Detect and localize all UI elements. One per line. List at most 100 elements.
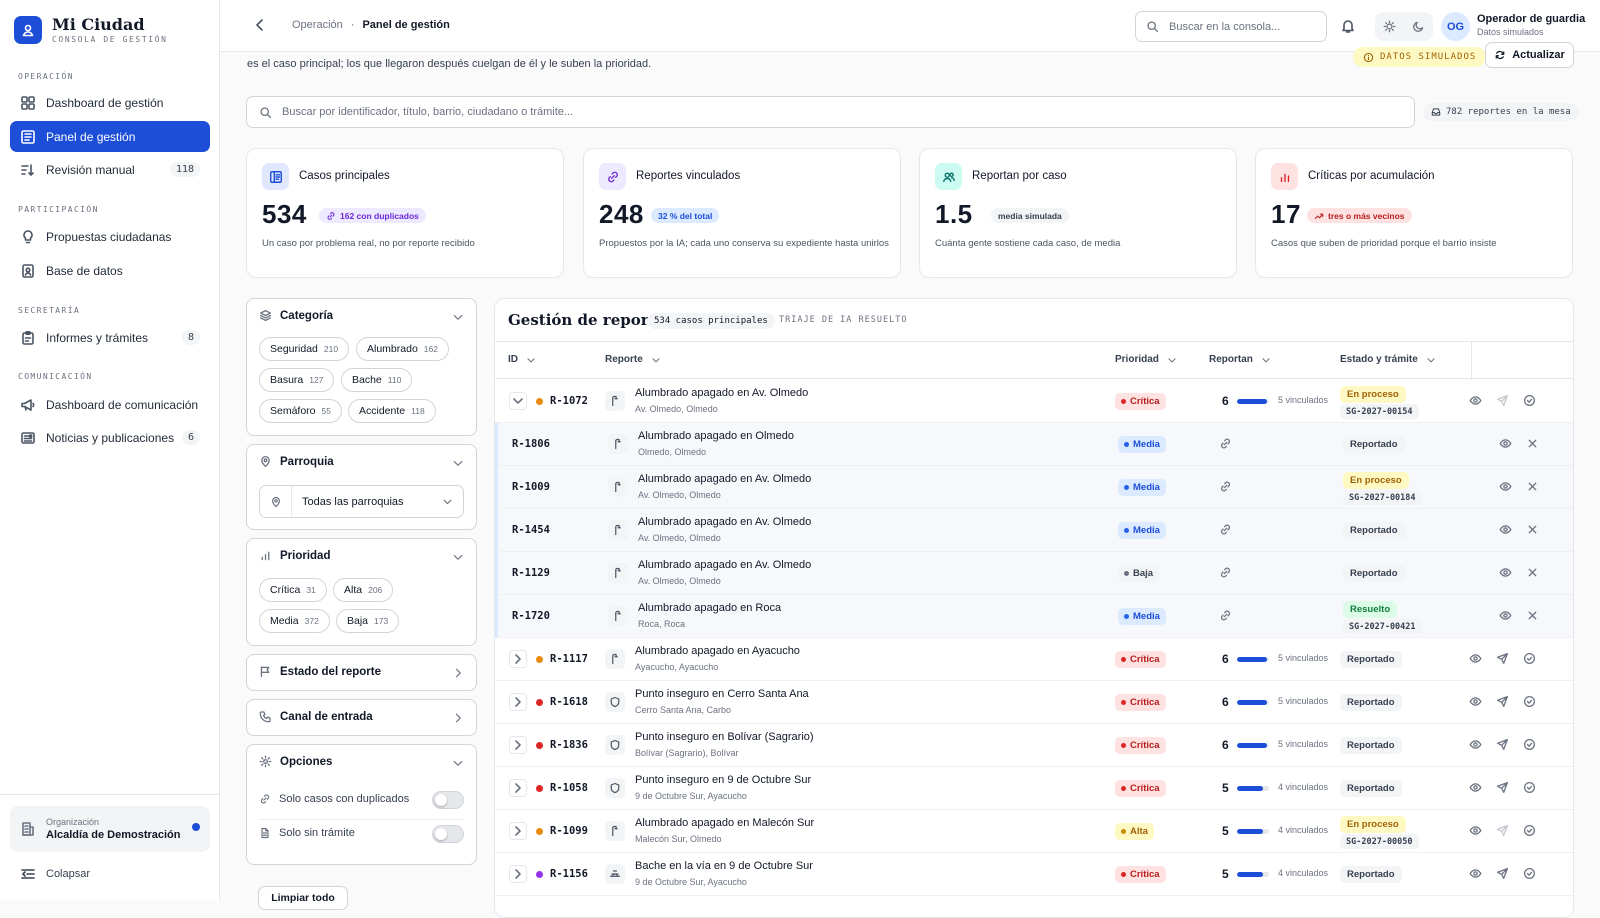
sidebar-item-propuestas[interactable]: Propuestas ciudadanas — [10, 221, 210, 252]
collapse-button[interactable]: Colapsar — [20, 866, 90, 882]
filter-canal-entrada[interactable]: Canal de entrada — [246, 699, 477, 736]
toggle-solo-duplicados[interactable] — [432, 791, 464, 809]
linked-case-button[interactable] — [1219, 523, 1232, 536]
resolve-button[interactable] — [1523, 738, 1536, 751]
send-button[interactable] — [1496, 695, 1509, 708]
sidebar-item-panel-gestion[interactable]: Panel de gestión — [10, 121, 210, 152]
view-button[interactable] — [1469, 652, 1482, 665]
row-title[interactable]: Alumbrado apagado en Av. Olmedo — [638, 559, 812, 571]
sidebar-item-base-datos[interactable]: Base de datos — [10, 255, 210, 286]
theme-toggle[interactable] — [1375, 12, 1433, 41]
send-button[interactable] — [1496, 652, 1509, 665]
filter-header[interactable]: Categoría — [259, 309, 333, 322]
row-id[interactable]: R-1117 — [550, 653, 588, 665]
resolve-button[interactable] — [1523, 695, 1536, 708]
table-row[interactable]: R-1058 Punto inseguro en 9 de Octubre Sur… — [495, 767, 1573, 810]
chevron-down-icon[interactable] — [452, 457, 464, 469]
linked-count[interactable]: 4 vinculados — [1278, 868, 1329, 878]
expand-row-button[interactable] — [509, 650, 527, 668]
view-button[interactable] — [1469, 394, 1482, 407]
view-button[interactable] — [1499, 523, 1512, 536]
table-row[interactable]: R-1156 Bache en la vía en 9 de Octubre Su… — [495, 853, 1573, 896]
row-id[interactable]: R-1072 — [550, 395, 588, 407]
tramite-code[interactable]: SG-2027-00154 — [1340, 404, 1419, 419]
table-row[interactable]: R-1009 Alumbrado apagado en Av. Olmedo Av.… — [495, 466, 1573, 509]
notifications-button[interactable] — [1340, 18, 1356, 34]
row-title[interactable]: Alumbrado apagado en Roca — [638, 602, 782, 614]
send-button[interactable] — [1496, 867, 1509, 880]
send-button[interactable] — [1496, 394, 1509, 407]
linked-count[interactable]: 4 vinculados — [1278, 782, 1329, 792]
row-id[interactable]: R-1720 — [512, 610, 550, 622]
chip-seguridad[interactable]: Seguridad 210 — [259, 337, 350, 361]
linked-count[interactable]: 5 vinculados — [1278, 739, 1329, 749]
unlink-button[interactable] — [1526, 437, 1539, 450]
linked-case-button[interactable] — [1219, 609, 1232, 622]
row-title[interactable]: Punto inseguro en 9 de Octubre Sur — [635, 774, 812, 786]
table-row[interactable]: R-1117 Alumbrado apagado en Ayacucho Ayacu… — [495, 638, 1573, 681]
sidebar-item-dashboard-gestion[interactable]: Dashboard de gestión — [10, 87, 210, 118]
filter-estado-reporte[interactable]: Estado del reporte — [246, 654, 477, 691]
linked-case-button[interactable] — [1219, 566, 1232, 579]
row-id[interactable]: R-1454 — [512, 524, 550, 536]
send-button[interactable] — [1496, 781, 1509, 794]
view-button[interactable] — [1469, 781, 1482, 794]
row-title[interactable]: Alumbrado apagado en Av. Olmedo — [638, 516, 812, 528]
row-title[interactable]: Alumbrado apagado en Malecón Sur — [635, 817, 815, 829]
filter-header[interactable]: Prioridad — [259, 549, 330, 562]
linked-count[interactable]: 5 vinculados — [1278, 696, 1329, 706]
sidebar-item-revision-manual[interactable]: Revisión manual 118 — [10, 154, 210, 185]
col-header-reporte[interactable]: Reporte — [605, 354, 661, 365]
linked-case-button[interactable] — [1219, 480, 1232, 493]
clear-filters-button[interactable]: Limpiar todo — [258, 886, 348, 910]
avatar[interactable]: OG — [1441, 12, 1470, 41]
expand-row-button[interactable] — [509, 736, 527, 754]
table-row[interactable]: R-1454 Alumbrado apagado en Av. Olmedo Av.… — [495, 509, 1573, 552]
toggle-solo-sin-tramite[interactable] — [432, 825, 464, 843]
tramite-code[interactable]: SG-2027-00421 — [1343, 619, 1422, 634]
view-button[interactable] — [1499, 609, 1512, 622]
table-row[interactable]: R-1072 Alumbrado apagado en Av. Olmedo Av.… — [495, 380, 1573, 423]
unlink-button[interactable] — [1526, 480, 1539, 493]
refresh-button[interactable]: Actualizar — [1485, 42, 1574, 68]
linked-count[interactable]: 5 vinculados — [1278, 653, 1329, 663]
send-button[interactable] — [1496, 738, 1509, 751]
moon-icon[interactable] — [1412, 20, 1425, 33]
resolve-button[interactable] — [1523, 781, 1536, 794]
table-row[interactable]: R-1720 Alumbrado apagado en Roca Roca, Roc… — [495, 595, 1573, 638]
table-row[interactable]: R-1099 Alumbrado apagado en Malecón Sur Ma… — [495, 810, 1573, 853]
row-id[interactable]: R-1058 — [550, 782, 588, 794]
sidebar-item-noticias[interactable]: Noticias y publicaciones 6 — [10, 422, 210, 453]
linked-count[interactable]: 4 vinculados — [1278, 825, 1329, 835]
view-button[interactable] — [1469, 695, 1482, 708]
chip-media[interactable]: Media 372 — [259, 609, 330, 633]
col-header-reportan[interactable]: Reportan — [1209, 354, 1271, 365]
view-button[interactable] — [1499, 437, 1512, 450]
row-id[interactable]: R-1156 — [550, 868, 588, 880]
row-title[interactable]: Alumbrado apagado en Av. Olmedo — [638, 473, 812, 485]
table-row[interactable]: R-1836 Punto inseguro en Bolívar (Sagrari… — [495, 724, 1573, 767]
filter-header[interactable]: Opciones — [259, 755, 332, 768]
chip-alumbrado[interactable]: Alumbrado 162 — [356, 337, 449, 361]
expand-row-button[interactable] — [509, 693, 527, 711]
row-id[interactable]: R-1806 — [512, 438, 550, 450]
chevron-down-icon[interactable] — [452, 757, 464, 769]
row-title[interactable]: Punto inseguro en Bolívar (Sagrario) — [635, 731, 814, 743]
resolve-button[interactable] — [1523, 394, 1536, 407]
resolve-button[interactable] — [1523, 824, 1536, 837]
tramite-code[interactable]: SG-2027-00184 — [1343, 490, 1422, 505]
linked-count[interactable]: 5 vinculados — [1278, 395, 1329, 405]
resolve-button[interactable] — [1523, 652, 1536, 665]
table-row[interactable]: R-1806 Alumbrado apagado en Olmedo Olmedo,… — [495, 423, 1573, 466]
row-id[interactable]: R-1129 — [512, 567, 550, 579]
chip-bache[interactable]: Bache 110 — [341, 368, 413, 392]
expand-row-button[interactable] — [509, 822, 527, 840]
back-button[interactable] — [252, 17, 268, 33]
row-id[interactable]: R-1836 — [550, 739, 588, 751]
row-title[interactable]: Punto inseguro en Cerro Santa Ana — [635, 688, 809, 700]
console-search-input[interactable]: Buscar en la consola... — [1135, 11, 1327, 42]
breadcrumb-parent[interactable]: Operación — [292, 19, 343, 31]
row-title[interactable]: Alumbrado apagado en Ayacucho — [635, 645, 800, 657]
chevron-down-icon[interactable] — [452, 551, 464, 563]
row-id[interactable]: R-1099 — [550, 825, 588, 837]
